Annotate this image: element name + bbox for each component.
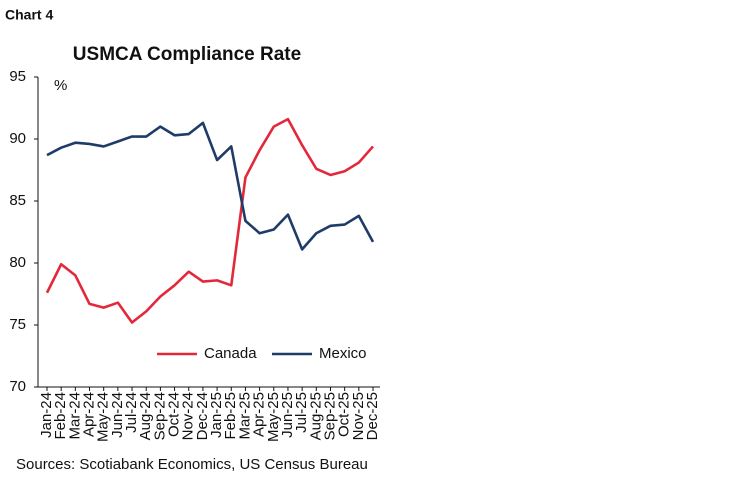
y-tick-label: 90 (9, 130, 26, 147)
x-tick-label: May-25 (265, 392, 282, 442)
legend-label: Mexico (319, 345, 367, 362)
chart-title: USMCA Compliance Rate (73, 44, 301, 65)
y-tick-label: 85 (9, 192, 26, 209)
legend-label: Canada (204, 345, 257, 362)
x-tick-label: Nov-25 (350, 392, 367, 440)
y-tick-label: 80 (9, 254, 26, 271)
series-line (46, 121, 375, 251)
y-tick-label: 95 (9, 68, 26, 85)
x-tick-label: Jul-24 (123, 392, 140, 433)
x-tick-label: Jun-24 (109, 392, 126, 438)
x-tick-label: Jul-25 (293, 392, 310, 433)
x-tick-label: Jan-25 (208, 392, 225, 438)
x-tick-label: Oct-25 (336, 392, 353, 437)
x-tick-label: Aug-24 (137, 392, 154, 440)
x-tick-label: Feb-24 (52, 392, 69, 440)
x-tick-label: Feb-25 (222, 392, 239, 440)
x-tick-label: Jun-25 (279, 392, 296, 438)
x-tick-label: Dec-25 (364, 392, 381, 440)
x-tick-label: Apr-25 (251, 392, 268, 437)
x-tick-label: Apr-24 (80, 392, 97, 437)
x-tick-label: Dec-24 (194, 392, 211, 440)
x-tick-label: Jan-24 (38, 392, 55, 438)
x-tick-label: May-24 (95, 392, 112, 442)
x-tick-label: Sep-24 (151, 392, 168, 440)
x-tick-label: Aug-25 (307, 392, 324, 440)
x-tick-label: Mar-24 (66, 392, 83, 440)
chart-label: Chart 4 (5, 7, 53, 23)
y-tick-label: 75 (9, 316, 26, 333)
x-tick-label: Nov-24 (180, 392, 197, 440)
y-tick-label: 70 (9, 378, 26, 395)
x-tick-label: Oct-24 (166, 392, 183, 437)
y-axis-label: % (54, 77, 67, 94)
x-tick-label: Mar-25 (236, 392, 253, 440)
series-line (45, 117, 374, 324)
x-tick-label: Sep-25 (321, 392, 338, 440)
source: Sources: Scotiabank Economics, US Census… (16, 456, 368, 473)
